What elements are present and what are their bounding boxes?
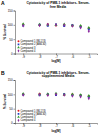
y-tick-mark <box>14 94 16 95</box>
point <box>55 23 57 27</box>
legend-entry: Compound 4 <box>18 49 36 53</box>
x-tick-label: -8 <box>39 55 42 59</box>
legend-symbol <box>17 116 20 118</box>
panel-label: A <box>1 0 5 6</box>
x-tick: -5 <box>88 54 91 59</box>
y-tick-mark <box>14 109 16 110</box>
point <box>63 23 65 27</box>
x-axis-title: log[M] <box>52 59 61 63</box>
point <box>55 92 57 96</box>
legend-symbol <box>18 44 20 46</box>
y-axis-line <box>14 81 16 124</box>
y-tick: 0 <box>11 52 15 56</box>
y-tick-label: 50 <box>9 38 13 42</box>
x-tick-label: -9 <box>22 124 25 128</box>
y-tick: 100 <box>8 93 15 97</box>
legend: Compound 1 (ML174)Compound 2 (AMZ30)Comp… <box>17 39 46 53</box>
y-tick: 50 <box>9 107 15 111</box>
point <box>46 23 49 26</box>
legend-label: Compound 4 <box>21 49 36 53</box>
title: supplemented Media <box>42 74 75 78</box>
points <box>22 92 91 100</box>
x-tick-label: -8 <box>39 124 42 128</box>
y-tick-label: 100 <box>8 93 13 97</box>
legend-symbol <box>18 49 20 52</box>
plot: -9-8-7-6-5050100150Compound 1 (ML174)Com… <box>8 78 98 128</box>
y-tick: 50 <box>9 38 15 42</box>
point <box>63 93 65 97</box>
y-tick: 150 <box>8 78 15 82</box>
plot: -9-8-7-6-5050100150Compound 1 (ML174)Com… <box>8 9 98 59</box>
point <box>39 24 41 28</box>
points <box>22 22 91 33</box>
point <box>87 26 90 29</box>
y-tick-label: 0 <box>11 52 13 56</box>
legend-label: Compound 4 <box>21 118 36 122</box>
point <box>39 93 41 97</box>
point <box>80 95 82 99</box>
y-axis: 0 50 100 150 <box>8 9 16 56</box>
title: free Media <box>50 5 66 9</box>
y-axis-title: % Survival <box>3 24 7 39</box>
point <box>22 24 24 28</box>
point <box>87 94 90 97</box>
y-axis-title: % Survival <box>3 94 7 109</box>
point <box>22 93 24 97</box>
point <box>63 94 65 96</box>
y-axis: 0 50 100 150 <box>8 78 16 125</box>
point <box>88 96 90 100</box>
x-tick-label: -5 <box>88 124 91 128</box>
x-tick: -9 <box>22 54 25 59</box>
x-tick-label: -5 <box>88 55 91 59</box>
x-tick-label: -6 <box>72 55 75 59</box>
y-tick-mark <box>14 11 16 12</box>
point <box>47 23 49 27</box>
legend-symbol <box>18 40 20 42</box>
y-tick-label: 150 <box>8 9 13 13</box>
x-tick: -8 <box>39 54 42 59</box>
legend-symbol <box>18 110 20 112</box>
legend: Compound 1 (ML174)Compound 2 (AMZ30)Comp… <box>17 109 46 123</box>
x-tick: -8 <box>39 123 42 128</box>
point <box>80 26 82 30</box>
point <box>71 24 73 28</box>
point <box>47 93 49 97</box>
y-tick-label: 100 <box>8 23 13 27</box>
x-tick-label: -9 <box>22 55 25 59</box>
legend-symbol <box>18 113 20 115</box>
y-axis-line <box>14 11 16 54</box>
panel: ACytotoxicity of PME-1 inhibitors- Serum… <box>1 0 98 63</box>
y-tick-mark <box>14 25 16 26</box>
y-tick-mark <box>14 54 16 55</box>
y-tick-mark <box>14 39 16 40</box>
y-tick-label: 150 <box>8 78 13 82</box>
panel: BCytotoxicity of PME-1 inhibitors- Serum… <box>1 70 98 133</box>
y-tick-mark <box>14 80 16 81</box>
point <box>54 23 57 26</box>
figure: ACytotoxicity of PME-1 inhibitors- Serum… <box>0 0 100 139</box>
y-tick: 150 <box>8 9 15 13</box>
y-tick-label: 50 <box>9 107 13 111</box>
panel-label: B <box>1 70 5 76</box>
x-tick: -5 <box>88 123 91 128</box>
y-tick-mark <box>14 123 16 124</box>
x-axis-title: log[M] <box>52 129 61 133</box>
x-tick: -9 <box>22 123 25 128</box>
point <box>88 29 90 33</box>
x-tick-label: -6 <box>72 124 75 128</box>
x-tick: -6 <box>72 54 75 59</box>
y-tick: 0 <box>11 121 15 125</box>
y-tick: 100 <box>8 23 15 27</box>
legend-symbol <box>17 46 20 48</box>
legend-symbol <box>18 119 20 122</box>
point <box>71 94 73 98</box>
y-tick-label: 0 <box>11 121 13 125</box>
x-tick: -6 <box>72 123 75 128</box>
legend-entry: Compound 4 <box>18 118 36 122</box>
